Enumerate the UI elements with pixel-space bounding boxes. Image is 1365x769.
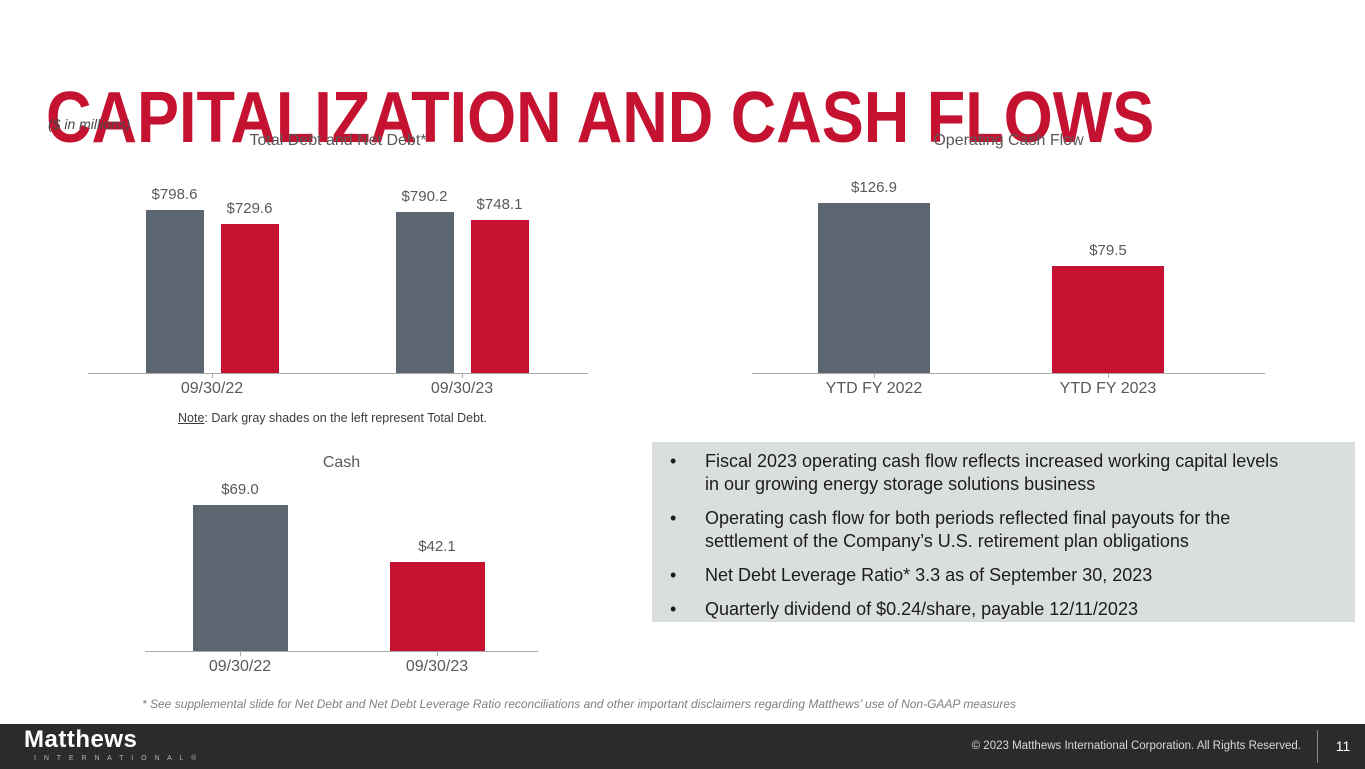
chart-plot: 09/30/22 $798.6 $729.6 09/30/23 $790.2 $748.1 xyxy=(88,132,588,432)
highlight-item: • Fiscal 2023 operating cash flow reflect… xyxy=(668,450,1285,496)
bar-value-label: $748.1 xyxy=(476,196,523,214)
logo-subtext: I N T E R N A T I O N A L ® xyxy=(34,755,200,762)
bar-operating-cash-flow-1 xyxy=(1052,266,1164,373)
highlight-text: Quarterly dividend of $0.24/share, payab… xyxy=(705,599,1138,619)
x-axis-line xyxy=(752,373,1265,374)
axis-tick xyxy=(1108,373,1109,378)
footer-divider xyxy=(1317,730,1318,763)
bar-net-debt-1 xyxy=(470,220,529,373)
logo-wordmark: Matthews xyxy=(24,726,138,753)
bullet-marker: • xyxy=(670,508,677,528)
bar-value-label: $79.5 xyxy=(1089,242,1127,260)
chart-note: Note: Dark gray shades on the left repre… xyxy=(178,411,487,425)
axis-tick xyxy=(462,373,463,378)
highlight-item: • Net Debt Leverage Ratio* 3.3 as of Sept… xyxy=(668,564,1285,587)
bullet-marker: • xyxy=(670,599,677,619)
category-label: 09/30/23 xyxy=(405,658,469,675)
bar-value-label: $798.6 xyxy=(151,186,198,203)
bar-value-label: $790.2 xyxy=(401,187,448,205)
page-number: 11 xyxy=(1335,738,1351,754)
highlight-item: • Quarterly dividend of $0.24/share, paya… xyxy=(668,598,1285,621)
bar-cash-0 xyxy=(192,505,288,651)
bullet-marker: • xyxy=(670,565,677,585)
chart-title: Total Debt and Net Debt* xyxy=(249,132,427,149)
category-label: YTD FY 2023 xyxy=(1059,380,1157,397)
highlight-text: Operating cash flow for both periods ref… xyxy=(705,508,1231,551)
chart-total-debt-and-net-debt: Total Debt and Net Debt* 09/30/22 $798.6 $… xyxy=(88,132,588,432)
copyright-text: © 2023 Matthews International Corporatio… xyxy=(971,740,1301,752)
bar-operating-cash-flow-0 xyxy=(818,203,930,373)
axis-tick xyxy=(240,651,241,656)
axis-tick xyxy=(437,651,438,656)
footnote: * See supplemental slide for Net Debt an… xyxy=(142,697,1017,711)
bar-total-debt-1 xyxy=(395,211,454,373)
matthews-logo: Matthews I N T E R N A T I O N A L ® xyxy=(24,726,200,763)
bar-value-label: $729.6 xyxy=(226,200,273,218)
highlight-text: Net Debt Leverage Ratio* 3.3 as of Septe… xyxy=(705,565,1153,585)
axis-tick xyxy=(874,373,875,378)
bar-value-label: $69.0 xyxy=(221,481,259,498)
bar-cash-1 xyxy=(389,561,485,651)
bullet-marker: • xyxy=(670,451,677,471)
bar-value-label: $42.1 xyxy=(418,537,456,555)
units-note: ($ in millions) xyxy=(48,116,131,132)
chart-operating-cash-flow: Operating Cash Flow YTD FY 2022 $126.9 YTD… xyxy=(752,132,1265,432)
chart-cash: Cash 09/30/22 $69.0 09/30/23 $42.1 xyxy=(145,448,538,683)
chart-note-text: : Dark gray shades on the left represent… xyxy=(204,411,487,425)
category-label: 09/30/23 xyxy=(430,380,494,397)
chart-plot: 09/30/22 $69.0 09/30/23 $42.1 xyxy=(145,448,538,683)
category-label: YTD FY 2022 xyxy=(825,380,923,397)
highlights-list: • Fiscal 2023 operating cash flow reflect… xyxy=(668,450,1355,621)
page-title: CAPITALIZATION AND CASH FLOWS xyxy=(46,78,1155,159)
bar-total-debt-0 xyxy=(145,210,204,373)
axis-tick xyxy=(212,373,213,378)
category-label: 09/30/22 xyxy=(180,380,244,397)
x-axis-line xyxy=(145,651,538,652)
highlight-text: Fiscal 2023 operating cash flow reflects… xyxy=(705,451,1279,494)
footer-bar: Matthews I N T E R N A T I O N A L ® © 2… xyxy=(0,724,1365,769)
chart-note-label: Note xyxy=(178,411,205,425)
chart-plot: YTD FY 2022 $126.9 YTD FY 2023 $79.5 xyxy=(752,132,1265,432)
bar-net-debt-0 xyxy=(220,224,279,373)
highlights-box: • Fiscal 2023 operating cash flow reflect… xyxy=(652,442,1355,622)
chart-title: Operating Cash Flow xyxy=(933,132,1084,149)
chart-title: Cash xyxy=(322,454,361,471)
x-axis-line xyxy=(88,373,588,374)
bar-value-label: $126.9 xyxy=(851,179,897,196)
highlight-item: • Operating cash flow for both periods re… xyxy=(668,507,1285,553)
category-label: 09/30/22 xyxy=(208,658,272,675)
